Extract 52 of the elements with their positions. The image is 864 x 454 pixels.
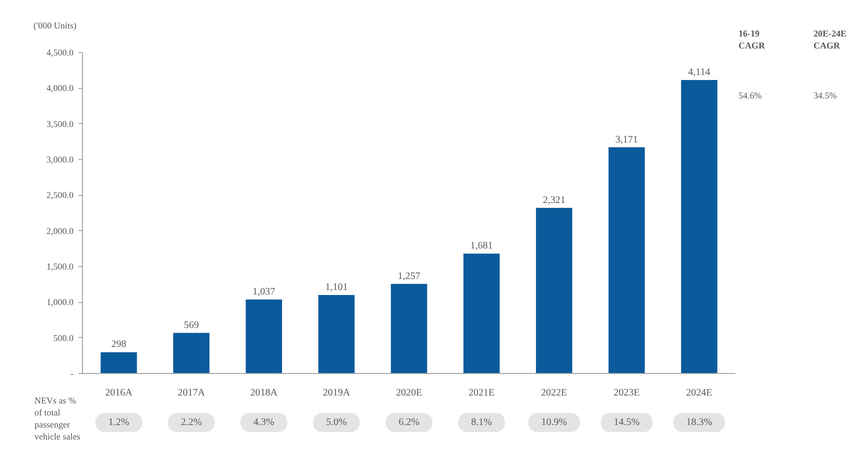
y-tick-label: 4,000.0 bbox=[46, 83, 74, 94]
text: 34.5% bbox=[814, 90, 838, 100]
text: NEVs as % of total passenger vehicle sales bbox=[34, 396, 81, 442]
bar bbox=[681, 80, 718, 374]
bar bbox=[318, 294, 355, 374]
data-label: 569 bbox=[184, 320, 199, 331]
data-label: 2,321 bbox=[542, 194, 566, 206]
bar bbox=[608, 147, 645, 374]
y-tick-label: 3,500.0 bbox=[46, 118, 74, 129]
text: 1.2% bbox=[108, 417, 130, 428]
data-label: 298 bbox=[111, 339, 126, 350]
text: 8.1% bbox=[471, 417, 492, 428]
x-tick-label: 2022E bbox=[541, 388, 568, 398]
data-label: 4,114 bbox=[688, 67, 710, 78]
x-tick-label: 2024E bbox=[686, 388, 712, 398]
text: 6.2% bbox=[398, 417, 420, 428]
text: 2.2% bbox=[180, 417, 202, 428]
data-label: 3,171 bbox=[615, 134, 638, 146]
text: 18.3% bbox=[686, 417, 712, 428]
bar bbox=[463, 254, 500, 374]
text: 14.5% bbox=[614, 417, 640, 428]
text: 20E-24E CAGR bbox=[814, 28, 847, 50]
x-tick-label: 2023E bbox=[614, 388, 640, 398]
bar bbox=[173, 332, 210, 374]
x-tick-label: 2019A bbox=[322, 388, 351, 398]
text: 16-19 CAGR bbox=[738, 28, 766, 50]
x-tick-label: 2021E bbox=[468, 388, 495, 398]
y-tick-label: 2,000.0 bbox=[46, 226, 74, 236]
y-tick-label: 1,500.0 bbox=[46, 262, 74, 272]
text: 10.9% bbox=[541, 417, 568, 428]
x-tick-label: 2016A bbox=[105, 388, 134, 398]
data-label: 1,101 bbox=[325, 282, 348, 293]
data-label: 1,681 bbox=[470, 240, 493, 252]
y-tick-label: 3,000.0 bbox=[46, 154, 74, 164]
bar bbox=[246, 300, 282, 374]
y-tick-label: - bbox=[70, 368, 74, 378]
text: 5.0% bbox=[326, 417, 347, 428]
data-label: 1,257 bbox=[398, 270, 420, 282]
y-tick-label: 4,500.0 bbox=[46, 48, 74, 58]
x-tick-label: 2018A bbox=[250, 388, 278, 398]
bar bbox=[536, 208, 572, 374]
y-tick-label: 500.0 bbox=[53, 332, 74, 343]
text: 54.6% bbox=[738, 90, 762, 100]
bar bbox=[390, 284, 428, 374]
x-tick-label: 2020E bbox=[396, 388, 422, 398]
y-tick-label: 2,500.0 bbox=[46, 190, 74, 200]
text: 4.3% bbox=[253, 417, 274, 428]
bar bbox=[100, 352, 137, 374]
x-tick-label: 2017A bbox=[178, 388, 206, 398]
y-axis-title: ('000 Units) bbox=[34, 20, 76, 30]
y-tick-label: 1,000.0 bbox=[46, 297, 74, 308]
data-label: 1,037 bbox=[252, 286, 276, 298]
